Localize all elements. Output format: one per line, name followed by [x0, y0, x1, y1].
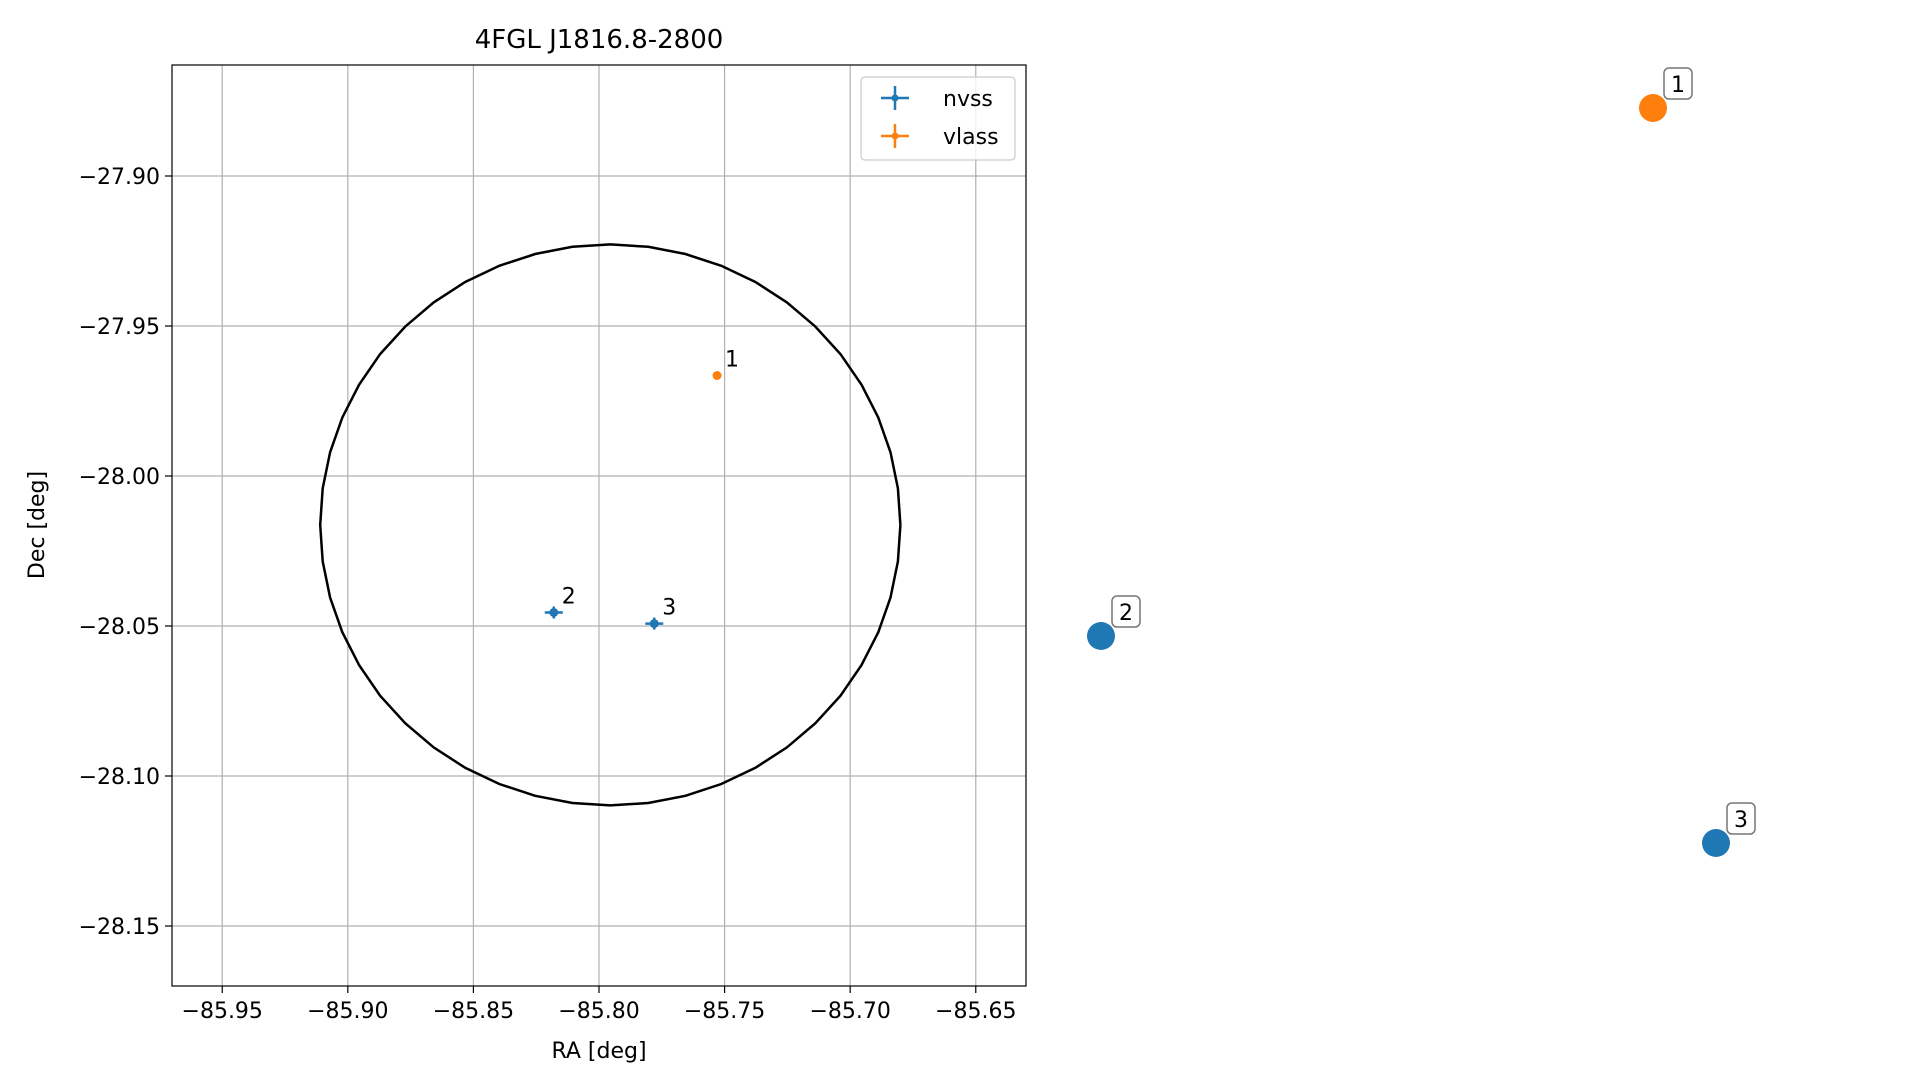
panel-label-2: 2	[1119, 601, 1133, 626]
point-label: 2	[562, 585, 576, 610]
x-tick-label: −85.90	[307, 999, 388, 1024]
panel-marker-2	[1087, 622, 1115, 650]
x-tick-label: −85.85	[433, 999, 514, 1024]
y-tick-label: −27.95	[79, 315, 160, 340]
panel-label-1: 1	[1671, 73, 1685, 98]
legend-entry-vlass: vlass	[881, 124, 999, 150]
legend-marker-vlass-dot	[891, 132, 899, 140]
x-axis-label: RA [deg]	[551, 1039, 646, 1064]
panel-source-1: 1	[1639, 67, 1693, 122]
legend-label-vlass: vlass	[943, 125, 999, 150]
panel-source-2: 2	[1087, 595, 1141, 650]
point-label: 1	[725, 348, 739, 373]
panel-source-3: 3	[1702, 802, 1756, 857]
legend-marker-nvss-dot	[891, 94, 899, 102]
panel-label-box-3	[1726, 802, 1756, 835]
point-nvss-3: 3	[645, 596, 676, 630]
y-tick-label: −28.05	[79, 615, 160, 640]
main-axes: 2 3 1 −85.95 −85.90 −85.85 −85.80 −85.75 −85.70…	[25, 25, 1027, 1064]
x-tick-label: −85.80	[558, 999, 639, 1024]
panel-label-box-2	[1111, 595, 1141, 628]
point-marker	[712, 371, 722, 380]
panel-marker-1	[1639, 94, 1667, 122]
point-vlass-1: 1	[712, 348, 739, 380]
chart-title: 4FGL J1816.8-2800	[475, 25, 724, 55]
legend-entry-nvss: nvss	[881, 86, 993, 112]
point-marker	[549, 608, 559, 617]
error-ellipse	[318, 243, 902, 807]
x-tick-label: −85.70	[809, 999, 890, 1024]
y-tick-label: −28.00	[79, 465, 160, 490]
point-nvss-2: 2	[544, 585, 576, 619]
point-marker	[649, 619, 659, 629]
panel-marker-3	[1702, 829, 1730, 857]
legend: nvss vlass	[860, 76, 1016, 161]
panel-label-box-1	[1663, 67, 1693, 100]
grid	[172, 65, 1026, 986]
x-tick-label: −85.65	[935, 999, 1016, 1024]
y-tick-label: −28.15	[79, 915, 160, 940]
error-ellipse-layer	[318, 243, 902, 807]
y-tick-label: −28.10	[79, 765, 160, 790]
panel-label-3: 3	[1734, 808, 1748, 833]
y-ticks: −27.90 −27.95 −28.00 −28.05 −28.10 −28.15	[79, 165, 172, 940]
x-tick-label: −85.95	[182, 999, 263, 1024]
legend-label-nvss: nvss	[943, 87, 993, 112]
points-layer: 2 3 1	[544, 348, 739, 630]
source-marker-panel: 1 2 3	[1087, 67, 1756, 857]
y-axis-label: Dec [deg]	[25, 471, 50, 579]
x-ticks: −85.95 −85.90 −85.85 −85.80 −85.75 −85.70 −85.…	[182, 986, 1016, 1024]
y-tick-label: −27.90	[79, 165, 160, 190]
point-label: 3	[662, 596, 676, 621]
x-tick-label: −85.75	[684, 999, 765, 1024]
